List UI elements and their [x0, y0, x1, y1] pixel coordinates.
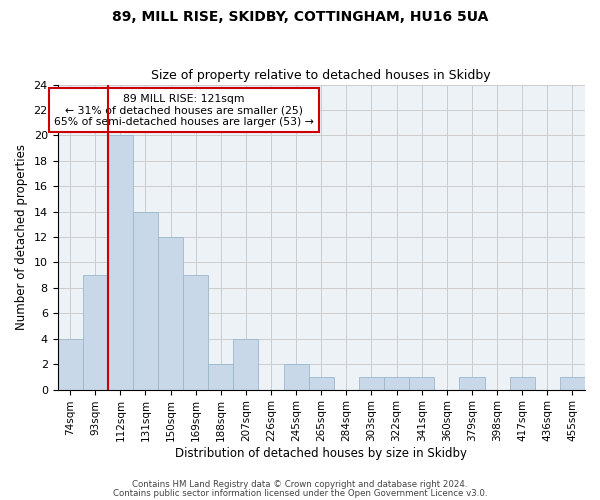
Bar — [309, 377, 334, 390]
Title: Size of property relative to detached houses in Skidby: Size of property relative to detached ho… — [151, 69, 491, 82]
Bar — [208, 364, 233, 390]
Bar — [409, 377, 434, 390]
Text: 89, MILL RISE, SKIDBY, COTTINGHAM, HU16 5UA: 89, MILL RISE, SKIDBY, COTTINGHAM, HU16 … — [112, 10, 488, 24]
Bar — [460, 377, 485, 390]
Bar — [183, 275, 208, 390]
Bar — [359, 377, 384, 390]
Text: Contains public sector information licensed under the Open Government Licence v3: Contains public sector information licen… — [113, 488, 487, 498]
Bar — [133, 212, 158, 390]
Bar — [509, 377, 535, 390]
Bar — [384, 377, 409, 390]
X-axis label: Distribution of detached houses by size in Skidby: Distribution of detached houses by size … — [175, 447, 467, 460]
Bar — [108, 136, 133, 390]
Text: 89 MILL RISE: 121sqm
← 31% of detached houses are smaller (25)
65% of semi-detac: 89 MILL RISE: 121sqm ← 31% of detached h… — [54, 94, 314, 127]
Text: Contains HM Land Registry data © Crown copyright and database right 2024.: Contains HM Land Registry data © Crown c… — [132, 480, 468, 489]
Bar — [83, 275, 108, 390]
Bar — [284, 364, 309, 390]
Bar — [58, 339, 83, 390]
Bar — [233, 339, 259, 390]
Bar — [560, 377, 585, 390]
Bar — [158, 237, 183, 390]
Y-axis label: Number of detached properties: Number of detached properties — [15, 144, 28, 330]
